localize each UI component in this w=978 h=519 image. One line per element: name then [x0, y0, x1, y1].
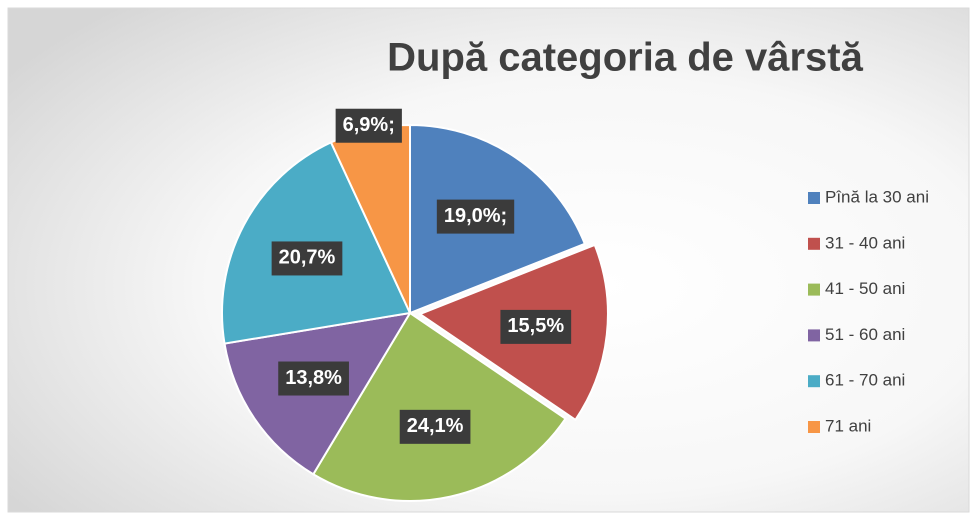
legend-label: 31 - 40 ani — [825, 233, 905, 252]
data-label-text: 6,9%; — [343, 114, 395, 136]
legend-label: 61 - 70 ani — [825, 371, 905, 390]
label-box — [278, 361, 349, 396]
data-label-text: 20,7% — [279, 247, 336, 269]
data-label-text: 15,5% — [507, 315, 564, 337]
legend-swatch — [808, 329, 820, 342]
label-box — [335, 108, 402, 143]
legend-swatch — [808, 192, 820, 204]
legend-label: 51 - 60 ani — [825, 325, 905, 344]
chart-title: După categoria de vârstă — [387, 36, 863, 80]
legend-swatch — [808, 237, 820, 250]
label-box — [271, 241, 343, 276]
legend-label: Pînă la 30 ani — [825, 187, 929, 206]
legend-swatch — [808, 283, 820, 296]
label-box — [399, 409, 471, 444]
data-label: 15,5% — [500, 309, 572, 344]
legend-label: 71 ani — [825, 416, 871, 435]
legend-swatch — [808, 421, 820, 433]
label-box — [500, 309, 572, 344]
data-label: 20,7% — [271, 241, 343, 276]
data-label: 24,1% — [399, 409, 471, 444]
legend-swatch — [808, 375, 820, 388]
data-label: 19,0%; — [436, 199, 515, 234]
data-label: 6,9%; — [335, 108, 402, 143]
data-label-text: 19,0%; — [444, 205, 507, 227]
label-box — [436, 199, 515, 234]
data-label-text: 24,1% — [407, 415, 464, 437]
pie-slice — [311, 311, 567, 502]
data-label: 13,8% — [278, 361, 349, 396]
data-label-text: 13,8% — [285, 367, 342, 389]
legend-label: 41 - 50 ani — [825, 279, 905, 298]
